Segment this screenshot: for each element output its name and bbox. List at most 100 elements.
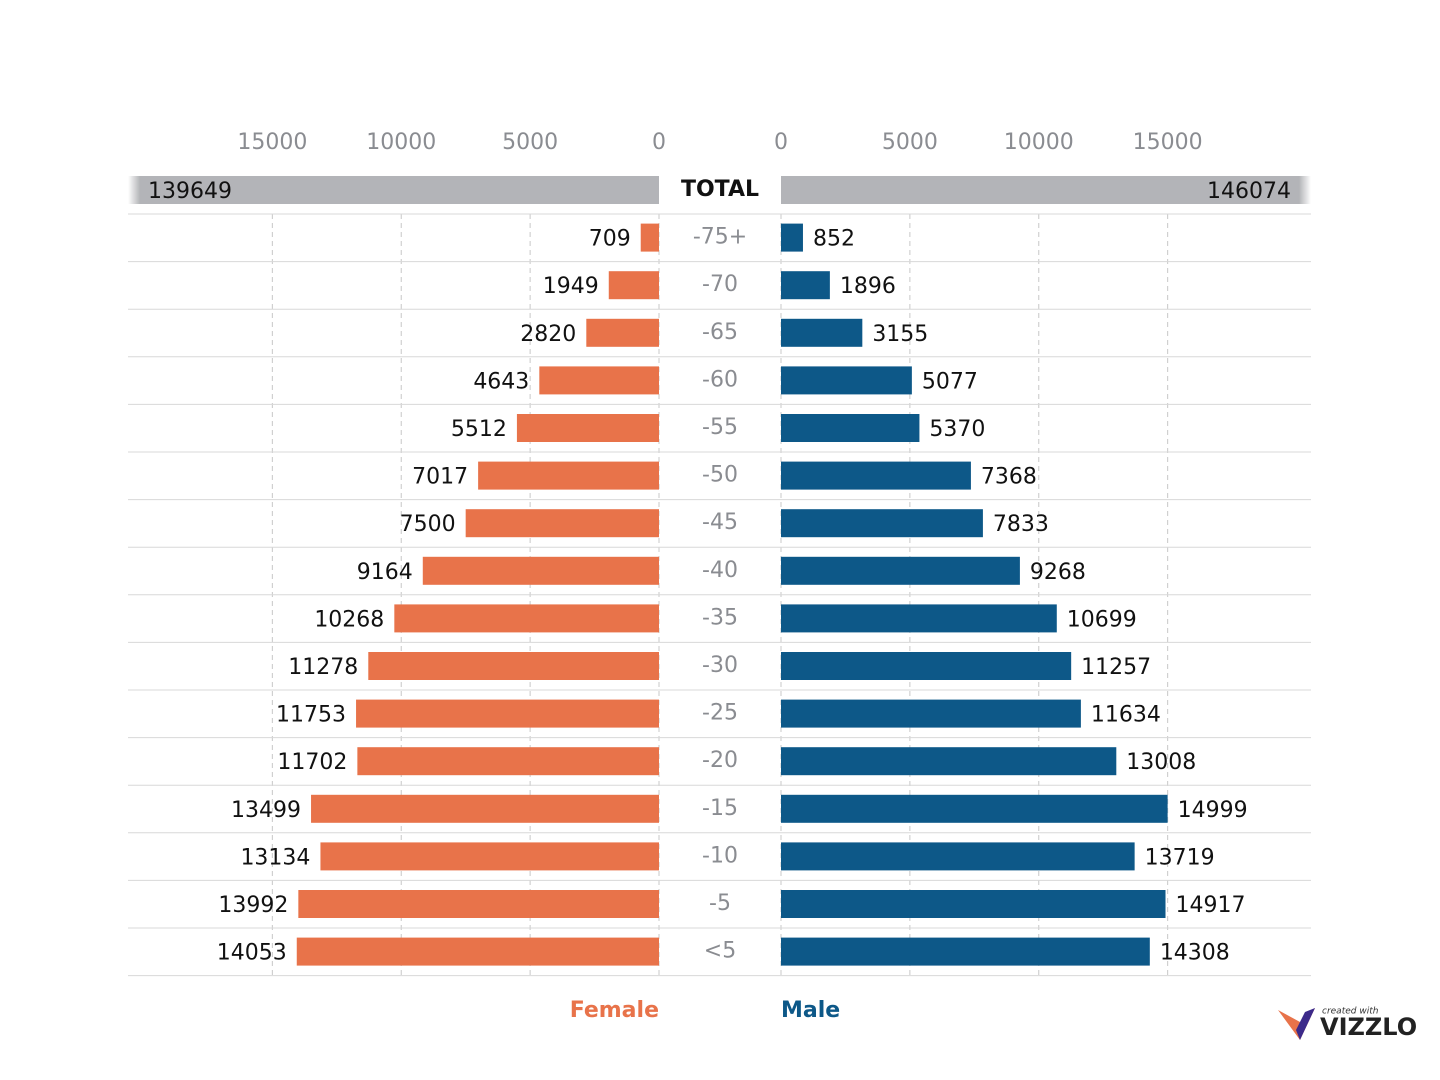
bar bbox=[781, 699, 1081, 728]
value-label: 11634 bbox=[1091, 703, 1161, 728]
logo bbox=[1278, 1008, 1315, 1040]
x-tick-label: 10000 bbox=[366, 130, 436, 155]
bar bbox=[781, 509, 983, 538]
bar bbox=[356, 699, 659, 728]
value-label: 10268 bbox=[314, 607, 384, 632]
value-label: 7833 bbox=[993, 512, 1049, 537]
category-label: -65 bbox=[702, 320, 738, 345]
bar bbox=[781, 556, 1020, 585]
value-label: 14053 bbox=[217, 941, 287, 966]
bar bbox=[781, 318, 863, 347]
value-label: 13992 bbox=[218, 893, 288, 918]
category-label: -60 bbox=[702, 367, 738, 392]
bar bbox=[516, 414, 659, 442]
value-label: 146074 bbox=[1207, 179, 1291, 204]
value-label: 11257 bbox=[1081, 655, 1151, 680]
bar bbox=[608, 271, 659, 300]
x-tick-label: 15000 bbox=[237, 130, 307, 155]
grid bbox=[128, 213, 1311, 977]
fade bbox=[128, 176, 208, 204]
fade bbox=[1231, 176, 1311, 204]
category-label: -70 bbox=[702, 272, 738, 297]
bar bbox=[781, 890, 1166, 918]
value-label: 4643 bbox=[473, 369, 529, 394]
bar bbox=[640, 223, 659, 252]
category-label: -25 bbox=[702, 701, 738, 726]
value-label: 10699 bbox=[1067, 607, 1137, 632]
bar bbox=[586, 318, 659, 347]
category-label: -55 bbox=[702, 415, 738, 440]
value-label: 14999 bbox=[1178, 798, 1248, 823]
bar bbox=[781, 366, 912, 395]
value-label: 5077 bbox=[922, 369, 978, 394]
bar bbox=[781, 937, 1150, 966]
value-label: 5512 bbox=[451, 417, 507, 442]
brand-tagline: created with bbox=[1322, 1007, 1379, 1017]
bar bbox=[394, 604, 659, 633]
x-tick-label: 5000 bbox=[882, 130, 938, 155]
bar bbox=[296, 937, 659, 966]
x-tick-label: 0 bbox=[652, 130, 666, 155]
category-label: -30 bbox=[702, 653, 738, 678]
bar bbox=[781, 271, 830, 300]
value-label: 14917 bbox=[1176, 893, 1246, 918]
category-label: <5 bbox=[704, 939, 736, 964]
x-tick-label: 15000 bbox=[1133, 130, 1203, 155]
category-label: -40 bbox=[702, 558, 738, 583]
x-tick-label: 5000 bbox=[502, 130, 558, 155]
value-label: 11702 bbox=[277, 750, 347, 775]
bar bbox=[311, 794, 659, 823]
x-tick-label: 10000 bbox=[1004, 130, 1074, 155]
value-label: 709 bbox=[589, 227, 631, 252]
value-label: 5370 bbox=[929, 417, 985, 442]
total-bar bbox=[781, 176, 1311, 204]
category-label: -5 bbox=[709, 891, 731, 916]
total-bar bbox=[128, 176, 659, 204]
value-label: 7017 bbox=[412, 465, 468, 490]
value-label: 139649 bbox=[148, 179, 232, 204]
bar bbox=[781, 842, 1135, 871]
bar bbox=[320, 842, 659, 871]
category-label: -10 bbox=[702, 843, 738, 868]
category-label: -15 bbox=[702, 796, 738, 821]
bar bbox=[781, 414, 920, 442]
value-label: 3155 bbox=[872, 322, 928, 347]
category-label: -50 bbox=[702, 463, 738, 488]
value-label: 852 bbox=[813, 227, 855, 252]
value-label: 13499 bbox=[231, 798, 301, 823]
bar bbox=[422, 556, 659, 585]
category-label: -35 bbox=[702, 605, 738, 630]
bar bbox=[781, 652, 1072, 680]
category-label: -75+ bbox=[693, 225, 747, 250]
value-label: 13008 bbox=[1126, 750, 1196, 775]
bar bbox=[539, 366, 659, 395]
bar bbox=[781, 604, 1057, 633]
bar bbox=[781, 461, 971, 490]
bars bbox=[128, 176, 1311, 966]
x-tick-label: 0 bbox=[774, 130, 788, 155]
value-label: 7500 bbox=[400, 512, 456, 537]
bar bbox=[298, 890, 659, 918]
value-label: 9268 bbox=[1030, 560, 1086, 585]
value-label: 1896 bbox=[840, 274, 896, 299]
value-label: 14308 bbox=[1160, 941, 1230, 966]
legend-entry: Female bbox=[570, 998, 659, 1023]
category-label: -20 bbox=[702, 748, 738, 773]
labels: 0 0 5000 5000 10000 10000 15000 15000 TOTAL 13964… bbox=[148, 130, 1291, 1023]
value-label: 9164 bbox=[357, 560, 413, 585]
value-label: 11278 bbox=[288, 655, 358, 680]
value-label: 11753 bbox=[276, 703, 346, 728]
brand-name: VIZZLO bbox=[1320, 1013, 1417, 1041]
value-label: 13719 bbox=[1145, 845, 1215, 870]
value-label: 7368 bbox=[981, 465, 1037, 490]
bar bbox=[357, 747, 659, 776]
legend-entry: Male bbox=[781, 998, 840, 1023]
bar bbox=[465, 509, 659, 538]
bar bbox=[478, 461, 659, 490]
total-label: TOTAL bbox=[681, 177, 759, 202]
branding: created with VIZZLO bbox=[1278, 1007, 1417, 1041]
bar bbox=[781, 794, 1168, 823]
category-label: -45 bbox=[702, 510, 738, 535]
